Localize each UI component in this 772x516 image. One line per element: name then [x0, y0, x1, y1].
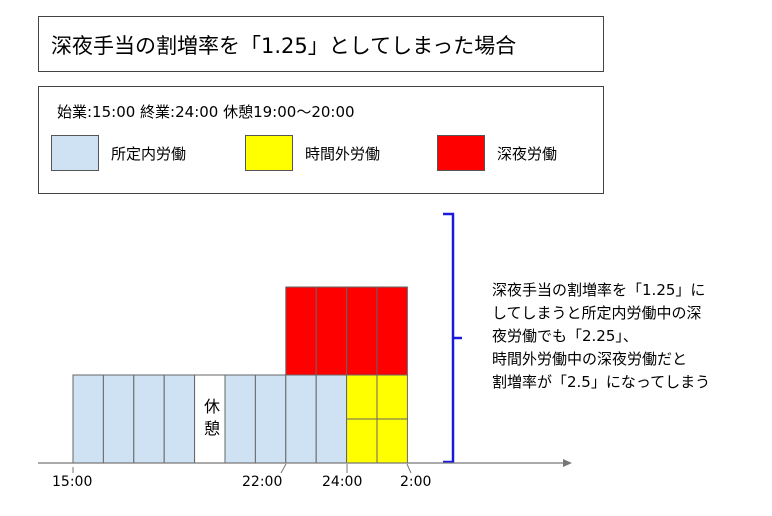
- page-title: 深夜手当の割増率を「1.25」としてしまった場合: [51, 34, 517, 58]
- rest-label: 休 憩: [196, 396, 228, 440]
- block-base-8-1: [285, 374, 317, 464]
- legend-label-overtime: 時間外労働: [305, 145, 381, 163]
- note-line-3: 夜労働でも「2.25」、: [492, 327, 638, 345]
- note-line-5: 割増率が「2.5」になってしまう: [492, 373, 711, 391]
- legend-label-latenight: 深夜労働: [497, 145, 558, 163]
- diagram-blocks: [72, 286, 408, 464]
- tick-label-22: 22:00: [242, 474, 283, 490]
- block-late-9-2: [315, 286, 348, 376]
- block-over-11-2: [376, 374, 408, 420]
- block-late-10-3: [346, 286, 378, 376]
- block-base-3-1: [133, 374, 165, 464]
- block-over-10-2: [346, 374, 378, 420]
- rest-label-char-1: 休: [203, 397, 220, 416]
- legend-swatch-latenight: [437, 135, 485, 171]
- block-base-1-1: [72, 374, 104, 464]
- block-over-11-1: [376, 418, 408, 464]
- block-base-6-1: [224, 374, 256, 464]
- block-base-7-1: [254, 374, 287, 464]
- note-line-2: してしまうと所定内労働中の深: [492, 304, 702, 322]
- legend-swatch-regular: [51, 135, 99, 171]
- block-base-4-1: [163, 374, 196, 464]
- rest-label-char-2: 憩: [203, 419, 220, 438]
- block-base-9-1: [315, 374, 348, 464]
- block-base-2-1: [102, 374, 135, 464]
- tick-label-24: 24:00: [322, 474, 363, 490]
- explanation-note: 深夜手当の割増率を「1.25」に してしまうと所定内労働中の深 夜労働でも「2.…: [492, 279, 768, 394]
- note-line-1: 深夜手当の割増率を「1.25」に: [492, 281, 706, 299]
- tick-label-2: 2:00: [400, 474, 432, 490]
- tick-label-15: 15:00: [52, 474, 93, 490]
- bracket: [443, 212, 455, 464]
- block-late-11-3: [376, 286, 408, 376]
- block-late-8-2: [285, 286, 317, 376]
- legend-box: 始業:15:00 終業:24:00 休憩19:00〜20:00 所定内労働 時間…: [38, 86, 604, 194]
- tick-pointers: [72, 463, 412, 474]
- block-over-10-1: [346, 418, 378, 464]
- legend-label-regular: 所定内労働: [111, 145, 187, 163]
- work-hours-text: 始業:15:00 終業:24:00 休憩19:00〜20:00: [57, 103, 355, 121]
- legend-swatch-overtime: [245, 135, 293, 171]
- time-axis-arrow: [563, 459, 572, 467]
- title-box: 深夜手当の割増率を「1.25」としてしまった場合: [38, 16, 604, 72]
- note-line-4: 時間外労働中の深夜労働だと: [492, 350, 688, 368]
